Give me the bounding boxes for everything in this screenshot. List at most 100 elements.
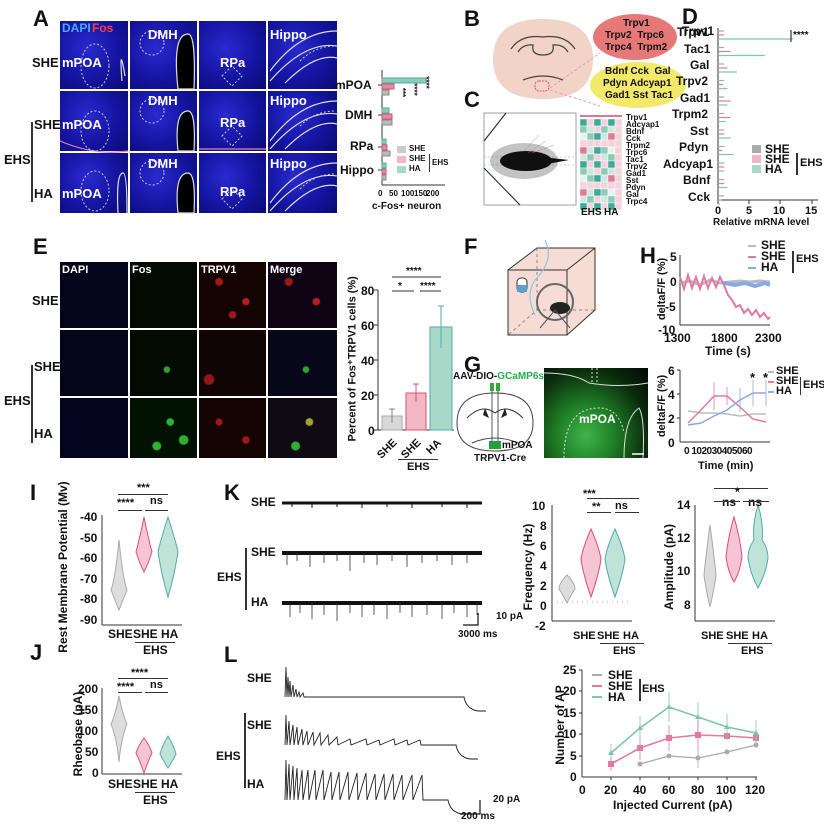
i-sig-she-vs-ehs-she: **** — [117, 497, 135, 509]
h2-xtick: 0 — [684, 446, 690, 457]
d-gene-cck: Cck — [688, 190, 711, 204]
legend-label-ehs-she: SHE — [409, 154, 426, 163]
ka-sig-line-1 — [714, 488, 768, 489]
g-virus-prefix: AAV-DIO- — [453, 371, 498, 382]
running-wheel-cage-diagram — [507, 239, 596, 336]
e-sig-ehs-she-vs-ha: **** — [420, 281, 436, 292]
k-row-ehs-ha: HA — [251, 595, 269, 609]
kf-tick-8: 8 — [540, 519, 547, 533]
micrograph-ehs-she-dapi — [60, 330, 128, 396]
h1-ylabel: deltaF/F (%) — [656, 257, 668, 321]
legend-marker-she — [592, 674, 602, 676]
k-group-ehs: EHS — [217, 570, 242, 584]
h1-xtick-1800: 1800 — [711, 331, 738, 345]
e-ylabel: Percent of Fos⁺TRPV1 cells (%) — [346, 276, 359, 442]
legend-label-ha: HA — [776, 385, 792, 397]
i-tick-neg70: -70 — [80, 572, 98, 586]
d-gene-gal: Gal — [690, 58, 710, 72]
kf-sig-she-vs-ehs-she: ** — [592, 501, 601, 513]
heatmap-gene: Trpv2 — [626, 162, 648, 171]
ka-sig-she-vs-ehs-she: ns — [722, 495, 737, 509]
h2-xtick: 60 — [741, 446, 753, 457]
h2-sig-60: * — [763, 370, 769, 385]
panel-a-bar-chart — [378, 70, 445, 186]
legend-label-ehs-she: SHE — [761, 249, 786, 263]
e-ehs-underline — [398, 459, 438, 460]
h2-xticks: 0 102030405060 — [684, 446, 753, 457]
heatmap-group-ehs: EHS — [581, 207, 602, 218]
ka-tick-8: 8 — [684, 598, 691, 612]
d-gene-tac1: Tac1 — [684, 42, 711, 56]
legend-label-ehs: EHS — [800, 157, 823, 169]
kf-tick-4: 4 — [540, 559, 547, 573]
legend-label-she: SHE — [776, 365, 799, 377]
legend-bracket — [796, 153, 798, 175]
group-label-ehs: EHS — [4, 152, 31, 167]
micrograph-ehs-she-merge — [268, 330, 337, 396]
i-sig-she-vs-ha: *** — [137, 482, 150, 494]
e-tick-60: 60 — [361, 319, 375, 333]
l-ylabel: Number of AP — [553, 685, 567, 765]
gene-oval-yellow — [590, 62, 686, 108]
j-tick-150: 150 — [78, 703, 99, 717]
j-xcat-she: SHE — [108, 777, 133, 791]
legend-swatch-ha — [752, 165, 761, 173]
e-col-dapi: DAPI — [62, 264, 89, 276]
panel-label-f: F — [464, 234, 478, 259]
legend-line-ha — [768, 391, 774, 393]
heatmap-gene: Cck — [626, 134, 641, 143]
j-tick-0: 0 — [92, 766, 99, 780]
g-mouse-line: TRPV1-Cre — [474, 453, 527, 464]
micrograph-she-trpv1 — [199, 262, 266, 328]
g-virus-label: AAV-DIO-GCaMP6s — [453, 371, 544, 382]
legend-swatch-ehs-she — [752, 155, 761, 163]
e-tick-40: 40 — [361, 354, 375, 368]
i-sig-line-3 — [145, 510, 168, 511]
e-xcat-she: SHE — [375, 436, 400, 462]
j-sig-line-2 — [118, 692, 142, 693]
j-ehs-label: EHS — [143, 793, 168, 807]
a-tick-50: 50 — [389, 189, 398, 198]
gcamp-region-label: mPOA — [579, 412, 616, 426]
h-fluorescence-trace — [679, 255, 771, 326]
h2-tick-4: 4 — [668, 388, 675, 402]
legend-label-ha: HA — [761, 260, 779, 274]
j-sig-line-3 — [145, 692, 168, 693]
legend-bracket — [800, 377, 801, 395]
h2-tick-6: 6 — [668, 364, 675, 378]
l-scale-y: 20 pA — [493, 794, 521, 805]
gene-yellow-line-3: Gad1 Sst Tac1 — [605, 90, 674, 101]
a-cat-mpoa: mPOA — [335, 78, 372, 92]
panel-label-a: A — [33, 6, 49, 31]
kf-xcat-she: SHE — [573, 630, 596, 642]
ka-sig-line-3 — [743, 501, 769, 502]
d-gene-sst: Sst — [690, 124, 709, 138]
l-tick-20: 20 — [563, 684, 577, 698]
region-label-mpoa-3: mPOA — [62, 186, 102, 201]
j-sig-she-vs-ehs-she: **** — [117, 681, 135, 693]
panel-label-h: H — [640, 243, 656, 268]
d-xlabel: Relative mRNA level — [713, 217, 810, 228]
j-xcat-ha: HA — [161, 777, 179, 791]
i-tick-neg40: -40 — [80, 510, 98, 524]
i-tick-neg90: -90 — [80, 613, 98, 627]
j-sig-line-1 — [118, 678, 168, 679]
kf-sig-line-1 — [587, 498, 639, 499]
gene-red-line-3: Trpc4 Trpm2 — [605, 42, 668, 53]
d-gene-trpm2: Trpm2 — [672, 107, 709, 121]
ka-sig-ehs-she-vs-ha: ns — [748, 495, 763, 509]
g-region-label: mPOA — [502, 440, 533, 451]
l-tick-15: 15 — [563, 706, 577, 720]
i-violin-plot — [101, 515, 182, 626]
kf-sig-she-vs-ha: *** — [583, 488, 596, 500]
l-xtick-40: 40 — [633, 783, 647, 797]
gcamp-outlines — [544, 368, 648, 458]
h2-xtick: 20 — [701, 446, 712, 457]
legend-label-ha: HA — [765, 162, 783, 176]
ka-tick-14: 14 — [677, 498, 691, 512]
heatmap-gene: Trpv1 — [626, 113, 648, 122]
l-tick-5: 5 — [570, 749, 577, 763]
kf-sig-line-3 — [615, 512, 639, 513]
heatmap-gene: Gad1 — [626, 169, 647, 178]
l-group-bracket — [244, 713, 246, 788]
